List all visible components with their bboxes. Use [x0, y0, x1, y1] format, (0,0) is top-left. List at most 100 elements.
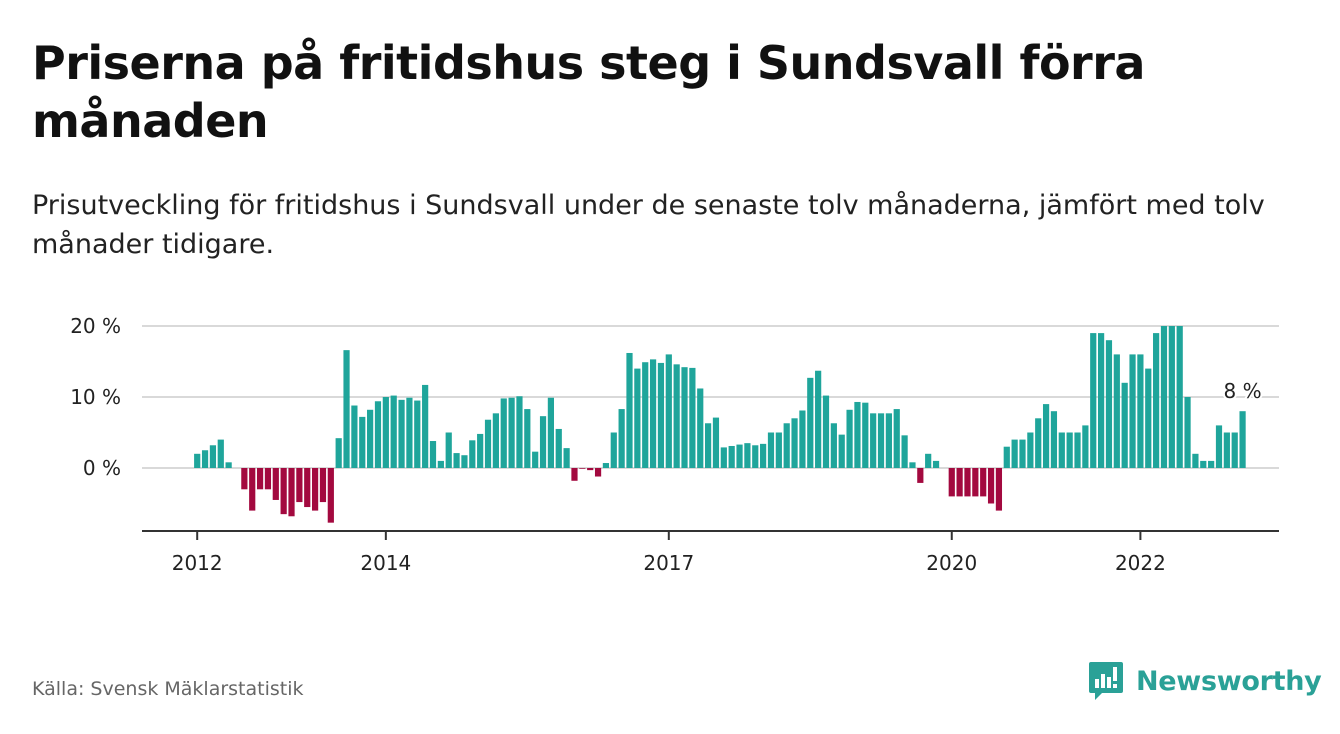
bar	[948, 468, 955, 497]
x-tick-label: 2014	[360, 551, 411, 575]
bar	[1145, 368, 1152, 468]
bar	[1019, 439, 1026, 468]
bar	[422, 384, 429, 468]
x-tick-label: 2022	[1115, 551, 1166, 575]
bar	[1231, 432, 1238, 468]
bar	[917, 468, 924, 483]
bar	[1058, 432, 1065, 468]
bar	[1082, 425, 1089, 468]
last-value-label: 8 %	[1224, 379, 1262, 403]
bar	[846, 409, 853, 468]
bar	[288, 468, 295, 517]
bar	[594, 468, 602, 477]
bar	[1215, 425, 1223, 468]
bar	[610, 432, 617, 468]
bar	[453, 453, 460, 468]
bar	[932, 460, 940, 468]
newsworthy-logo-icon	[1089, 662, 1123, 700]
bar	[893, 409, 900, 468]
bar	[1137, 354, 1144, 468]
source-note: Källa: Svensk Mäklarstatistik	[32, 678, 304, 700]
bar	[815, 370, 822, 468]
y-tick-label: 20 %	[70, 314, 121, 338]
bar	[642, 362, 649, 468]
x-tick-label: 2012	[172, 551, 223, 575]
bar	[1050, 411, 1058, 468]
bar	[484, 419, 492, 468]
bar	[1239, 411, 1246, 468]
bar	[830, 423, 837, 468]
bar	[508, 397, 515, 468]
bar	[1200, 460, 1207, 468]
bar	[312, 468, 319, 511]
bars	[194, 326, 1246, 523]
chart-title: Priserna på fritidshus steg i Sundsvall …	[32, 36, 1145, 148]
bar	[807, 377, 814, 468]
brand-name: Newsworthy	[1136, 665, 1322, 697]
bar	[901, 435, 908, 468]
bar	[1168, 326, 1175, 468]
bar	[1129, 354, 1136, 468]
bar	[728, 445, 735, 468]
bar	[390, 395, 397, 468]
bar	[705, 423, 712, 468]
bar	[649, 359, 657, 468]
bar	[382, 397, 389, 468]
bar	[626, 352, 633, 468]
bar	[406, 397, 413, 468]
bar	[720, 447, 727, 468]
bar	[563, 448, 570, 468]
bar	[736, 444, 743, 468]
bar	[280, 468, 287, 515]
bar	[681, 367, 688, 468]
bar	[571, 468, 578, 481]
bar	[980, 468, 987, 497]
bar	[1074, 432, 1081, 468]
chart-subtitle: Prisutveckling för fritidshus i Sundsval…	[32, 190, 1265, 260]
bar	[972, 468, 979, 497]
bar	[964, 468, 971, 497]
bar	[398, 399, 405, 468]
bar	[791, 418, 798, 468]
bar	[925, 453, 932, 468]
bar	[1090, 333, 1097, 468]
bar	[524, 409, 531, 468]
bar	[1066, 432, 1073, 468]
bar	[477, 433, 484, 468]
bar	[1208, 460, 1215, 468]
bar	[877, 413, 885, 468]
bar	[1160, 326, 1168, 468]
bar	[343, 350, 350, 468]
bar	[767, 432, 775, 468]
bar	[618, 409, 625, 468]
bar	[697, 388, 704, 468]
bar	[909, 462, 916, 468]
bar	[304, 468, 311, 508]
bar	[201, 450, 209, 468]
bar	[437, 460, 444, 468]
bar	[194, 453, 201, 468]
bar	[712, 417, 720, 468]
bar	[492, 413, 499, 468]
bar	[783, 423, 790, 468]
bar	[689, 367, 696, 468]
bar	[1184, 397, 1191, 468]
bar	[374, 401, 382, 468]
bar	[272, 468, 279, 500]
bar	[256, 468, 264, 490]
bar	[822, 395, 830, 468]
bar	[445, 432, 452, 468]
labels: 0 % 10 % 20 % 2012 2014 2017 2020 2022 8 %	[70, 314, 1263, 575]
bar	[319, 468, 327, 503]
bar	[1042, 404, 1050, 468]
bar	[673, 364, 680, 468]
bar	[351, 405, 358, 468]
bar	[760, 443, 767, 468]
bar	[539, 416, 547, 468]
bar	[870, 413, 877, 468]
bar	[327, 468, 334, 523]
bar	[1121, 382, 1128, 468]
bar-chart: 0 % 10 % 20 % 2012 2014 2017 2020 2022 8 %	[70, 314, 1279, 575]
bar	[987, 468, 995, 504]
y-tick-label: 10 %	[70, 385, 121, 409]
